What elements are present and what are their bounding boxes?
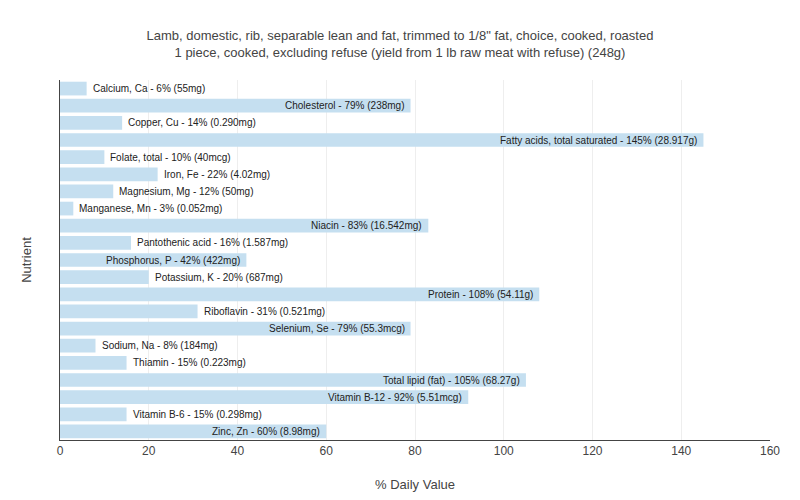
svg-text:Manganese, Mn - 3% (0.052mg): Manganese, Mn - 3% (0.052mg) <box>79 203 222 214</box>
svg-text:Sodium, Na - 8% (184mg): Sodium, Na - 8% (184mg) <box>102 340 218 351</box>
svg-text:40: 40 <box>231 444 245 458</box>
svg-text:Nutrient: Nutrient <box>19 237 34 283</box>
svg-text:Calcium, Ca - 6% (55mg): Calcium, Ca - 6% (55mg) <box>93 83 205 94</box>
svg-text:Vitamin B-6 - 15% (0.298mg): Vitamin B-6 - 15% (0.298mg) <box>133 409 262 420</box>
svg-text:Copper, Cu - 14% (0.290mg): Copper, Cu - 14% (0.290mg) <box>128 117 256 128</box>
svg-text:60: 60 <box>320 444 334 458</box>
svg-text:Folate, total - 10% (40mcg): Folate, total - 10% (40mcg) <box>110 152 231 163</box>
svg-text:140: 140 <box>671 444 691 458</box>
svg-text:Vitamin B-12 - 92% (5.51mcg): Vitamin B-12 - 92% (5.51mcg) <box>328 392 462 403</box>
svg-text:120: 120 <box>582 444 602 458</box>
svg-text:Niacin - 83% (16.542mg): Niacin - 83% (16.542mg) <box>311 220 422 231</box>
svg-text:Protein - 108% (54.11g): Protein - 108% (54.11g) <box>428 289 533 300</box>
svg-text:Phosphorus, P - 42% (422mg): Phosphorus, P - 42% (422mg) <box>106 255 240 266</box>
svg-text:Total lipid (fat) - 105% (68.2: Total lipid (fat) - 105% (68.27g) <box>383 375 520 386</box>
svg-text:20: 20 <box>142 444 156 458</box>
svg-text:Fatty acids, total saturated -: Fatty acids, total saturated - 145% (28.… <box>500 135 697 146</box>
svg-text:Zinc, Zn - 60% (8.98mg): Zinc, Zn - 60% (8.98mg) <box>212 426 320 437</box>
svg-text:Thiamin - 15% (0.223mg): Thiamin - 15% (0.223mg) <box>133 357 246 368</box>
svg-text:80: 80 <box>408 444 422 458</box>
svg-text:0: 0 <box>57 444 64 458</box>
svg-text:Pantothenic acid - 16% (1.587m: Pantothenic acid - 16% (1.587mg) <box>137 237 288 248</box>
svg-text:Potassium, K - 20% (687mg): Potassium, K - 20% (687mg) <box>155 272 283 283</box>
svg-text:160: 160 <box>760 444 780 458</box>
svg-text:Lamb, domestic, rib, separable: Lamb, domestic, rib, separable lean and … <box>147 28 654 60</box>
svg-text:% Daily Value: % Daily Value <box>375 477 455 492</box>
svg-text:100: 100 <box>494 444 514 458</box>
svg-text:Riboflavin - 31% (0.521mg): Riboflavin - 31% (0.521mg) <box>204 306 325 317</box>
svg-text:Magnesium, Mg - 12% (50mg): Magnesium, Mg - 12% (50mg) <box>119 186 254 197</box>
svg-text:Iron, Fe - 22% (4.02mg): Iron, Fe - 22% (4.02mg) <box>164 169 270 180</box>
svg-text:Cholesterol - 79% (238mg): Cholesterol - 79% (238mg) <box>285 100 405 111</box>
svg-text:Selenium, Se - 79% (55.3mcg): Selenium, Se - 79% (55.3mcg) <box>269 323 405 334</box>
